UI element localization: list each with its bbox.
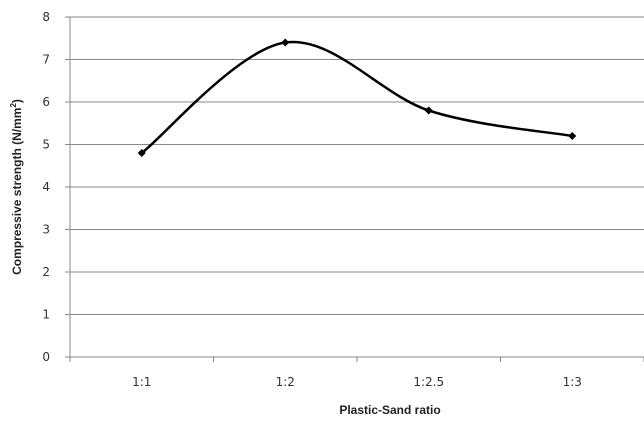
x-tick-labels: 1:1 1:2 1:2.5 1:3 [132, 375, 582, 389]
y-tick-label: 2 [42, 265, 50, 279]
data-point-1:3 [568, 132, 577, 140]
data-point-1:2.5 [424, 106, 433, 115]
y-tick-label: 1 [42, 308, 50, 322]
x-tick-label: 1:2 [276, 375, 295, 389]
gridlines [70, 16, 644, 315]
y-tick-label: 7 [42, 53, 50, 67]
x-tick-label: 1:3 [563, 375, 582, 389]
y-tick-label: 3 [42, 223, 50, 237]
y-axis-title-close: ) [10, 99, 24, 103]
x-tick-label: 1:1 [132, 375, 151, 389]
series [137, 38, 577, 157]
y-tick-label: 0 [42, 350, 50, 364]
y-axis-title-main: Compressive strength (N/mm [10, 108, 24, 275]
y-axis-title-superscript: 2 [9, 103, 18, 108]
data-point-1:2 [281, 38, 290, 47]
series-line [140, 40, 573, 154]
data-point-1:1 [137, 149, 146, 157]
y-axis-title: Compressive strength (N/mm2) [9, 99, 24, 275]
x-tick-label: 1:2.5 [413, 375, 444, 389]
y-tick-label: 8 [42, 10, 50, 24]
y-tick-label: 6 [42, 95, 50, 109]
y-tick-labels: 0 1 2 3 4 5 6 7 8 [42, 10, 50, 364]
y-tick-label: 4 [42, 180, 50, 194]
x-axis-title: Plastic-Sand ratio [339, 403, 440, 417]
y-tick-label: 5 [42, 138, 50, 152]
axes [65, 16, 644, 362]
